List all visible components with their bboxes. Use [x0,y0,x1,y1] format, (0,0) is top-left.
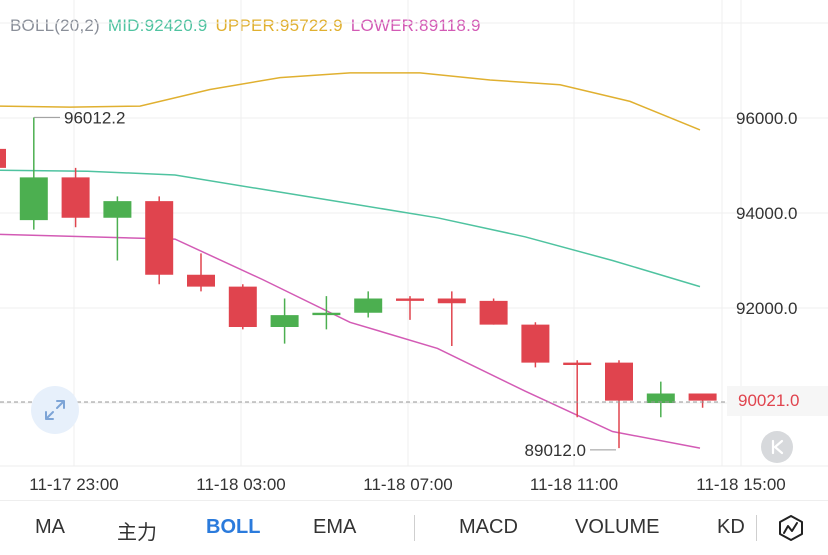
price-tick-label: 94000.0 [736,204,797,223]
candle [0,148,6,168]
candle [563,360,592,418]
candle-body [605,362,633,401]
tab-macd[interactable]: MACD [459,516,518,538]
bollinger-bands [0,72,701,449]
candle [19,117,48,230]
candle [103,196,132,261]
legend-mid: MID:92420.9 [107,16,208,35]
candle [354,291,383,318]
upper-band-line [0,72,701,131]
chart-markers: 96012.2 89012.0 [0,108,727,460]
chart-style-icon [779,515,803,541]
candle [605,360,633,449]
mid-band-line [0,169,701,288]
candle-body [563,362,592,365]
candle-body [479,300,508,325]
current-price-box [727,386,828,416]
current-price-label: 90021.0 [738,391,800,410]
candle [270,298,299,344]
candle [187,253,215,292]
candles [0,117,717,449]
candle-body [228,286,257,327]
candle-body [103,201,132,218]
price-chart[interactable]: 96000.0 94000.0 92000.0 11-17 23:00 11-18 0… [0,0,828,500]
tab-divider-right [756,515,757,541]
candle-body [187,274,215,287]
candle-body [312,312,341,316]
candle [312,296,341,330]
low-marker-label: 89012.0 [525,441,586,460]
candle [479,298,508,325]
price-axis: 96000.0 94000.0 92000.0 [736,109,797,318]
skip-to-latest-icon [771,439,784,455]
candle [396,296,424,320]
indicator-tabs [0,500,828,555]
time-tick-label: 11-17 23:00 [29,475,118,494]
candle-body [270,315,299,327]
candle-body [688,393,717,401]
candle [228,284,257,330]
candle-body [354,298,383,313]
price-tick-label: 92000.0 [736,299,797,318]
legend-upper: UPPER:95722.9 [215,16,343,35]
candle-body [0,148,6,168]
tab-ema[interactable]: EMA [313,516,357,538]
candle [61,167,90,228]
chart-style-button[interactable] [776,513,806,543]
expand-arrows-icon [45,400,65,420]
skip-to-latest-button[interactable] [761,431,793,463]
candle-body [396,298,424,301]
tab-ma[interactable]: MA [35,516,65,538]
tab-kd[interactable]: KD [717,516,745,538]
candle [646,381,675,418]
tab-boll[interactable]: BOLL [206,516,261,538]
candle-body [61,177,90,218]
legend-indicator-name: BOLL(20,2) [10,16,100,35]
high-marker-label: 96012.2 [64,108,125,127]
candle-body [646,393,675,403]
legend-lower: LOWER:89118.9 [350,16,481,35]
candle [437,291,466,346]
time-tick-label: 11-18 15:00 [696,475,785,494]
zoom-button[interactable] [31,386,79,434]
candle-body [145,201,174,275]
tab-volume[interactable]: VOLUME [575,516,660,538]
candle-body [437,298,466,304]
tab-divider [414,515,415,541]
time-tick-label: 11-18 11:00 [530,475,618,494]
candle [688,393,717,408]
time-tick-label: 11-18 07:00 [363,475,452,494]
price-tick-label: 96000.0 [736,109,797,128]
candle-body [19,177,48,221]
candle [145,196,174,285]
lower-band-line [0,233,701,449]
candle [521,322,550,368]
time-axis: 11-17 23:00 11-18 03:00 11-18 07:00 11-18 1… [29,475,785,494]
candle-body [521,324,550,363]
boll-legend: BOLL(20,2) MID:92420.9 UPPER:95722.9 LOWER:… [10,16,489,36]
time-tick-label: 11-18 03:00 [196,475,285,494]
tab-main-force[interactable]: 主力 [117,522,157,544]
